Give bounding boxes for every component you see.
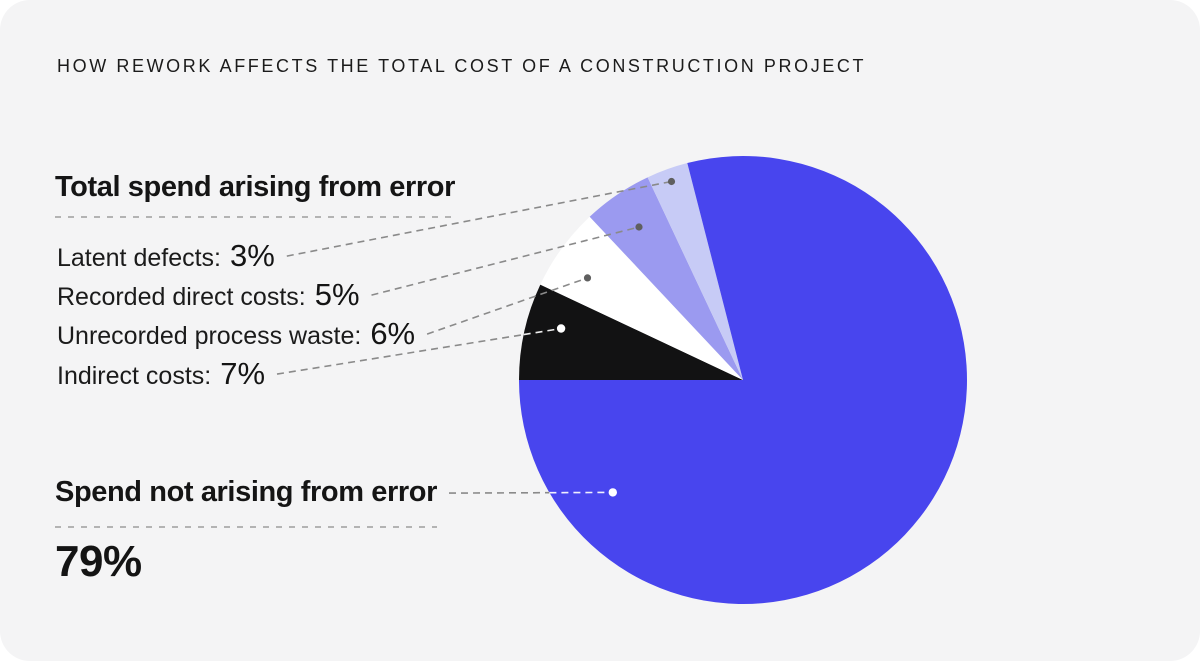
callout-dot-latent-defects <box>667 177 676 186</box>
legend-item-recorded-direct-costs: Recorded direct costs: 5% <box>57 279 360 310</box>
error-group-heading: Total spend arising from error <box>55 171 455 203</box>
pie-slice-indirect-costs <box>519 284 743 380</box>
pie-slice-unrecorded-process-waste <box>540 216 743 380</box>
callout-dot-indirect-costs <box>556 324 566 333</box>
legend-value: 5% <box>314 277 360 312</box>
chart-title: HOW REWORK AFFECTS THE TOTAL COST OF A C… <box>57 56 867 76</box>
leader-line-indirect-costs <box>276 333 524 375</box>
pie-slice-latent-defects <box>647 163 743 380</box>
legend-label: Latent defects: <box>57 244 222 272</box>
legend-label: Recorded direct costs: <box>57 283 306 311</box>
pie-slice-recorded-direct-costs <box>589 177 743 380</box>
legend-label: Indirect costs: <box>57 362 212 390</box>
leader-line-latent-defects <box>286 180 672 257</box>
leader-line-unrecorded-process-waste <box>426 277 588 335</box>
legend-value: 7% <box>220 356 266 391</box>
legend-value: 6% <box>370 316 416 351</box>
leader-line-indirect-costs <box>523 327 562 336</box>
legend-item-unrecorded-process-waste: Unrecorded process waste: 6% <box>57 318 415 349</box>
pie-slice-spend-not-arising-from-error <box>519 156 967 605</box>
non-error-group-value: 79% <box>55 537 142 586</box>
legend-label: Unrecorded process waste: <box>57 322 362 350</box>
callout-dot-unrecorded-process-waste <box>583 274 592 282</box>
legend-item-latent-defects: Latent defects: 3% <box>57 240 275 271</box>
non-error-group-heading: Spend not arising from error <box>55 476 437 508</box>
callout-dot-recorded-direct-costs <box>635 223 643 231</box>
legend-item-indirect-costs: Indirect costs: 7% <box>57 358 265 389</box>
legend-value: 3% <box>230 238 275 273</box>
callout-dot-spend-not-arising-from-error <box>608 488 617 497</box>
leader-line-recorded-direct-costs <box>371 226 640 296</box>
